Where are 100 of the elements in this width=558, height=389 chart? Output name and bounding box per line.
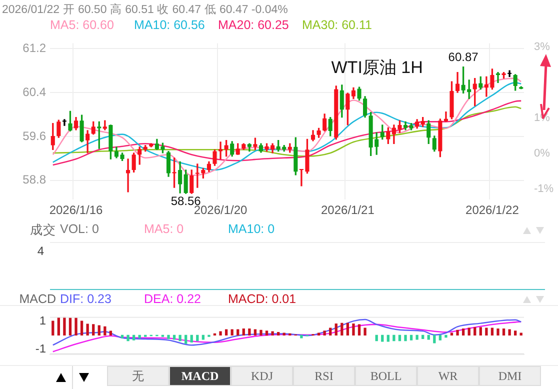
- bar: [364, 328, 366, 336]
- series-label: MACD: 0.01: [228, 292, 296, 306]
- bar: [132, 334, 136, 340]
- text: MA20: 60.25: [218, 18, 290, 32]
- legend-label: VOL: 0: [60, 222, 100, 238]
- bar: [410, 334, 413, 340]
- bar: [74, 318, 78, 336]
- bar: [271, 331, 274, 336]
- bar: [277, 332, 280, 336]
- bar: [352, 324, 355, 336]
- bar: [468, 328, 470, 336]
- bar: [375, 334, 378, 342]
- y-tick-label: 58.8: [22, 172, 46, 187]
- text: MACD: [169, 366, 231, 386]
- text: MA30: 60.11: [302, 18, 372, 32]
- legend-label: MA10: 0: [228, 222, 275, 238]
- bar: [80, 320, 84, 336]
- y2-tick-label: 3%: [534, 40, 550, 53]
- y-tick-label: 59.6: [22, 128, 46, 143]
- bar: [358, 324, 361, 336]
- text: MA5: 60.60: [50, 18, 115, 32]
- bar: [282, 332, 286, 336]
- bar: [317, 332, 320, 336]
- bar: [474, 327, 476, 336]
- text: MA10: 60.56: [134, 18, 206, 32]
- bar: [496, 328, 500, 336]
- bar: [254, 329, 257, 336]
- bar: [392, 334, 396, 342]
- bar: [109, 330, 112, 336]
- bar: [508, 329, 511, 336]
- bar: [178, 334, 182, 342]
- bar: [300, 334, 303, 338]
- x-tick-label: 2026/1/22: [466, 203, 520, 218]
- chart-subtitle: 2026/01/22 开 60.50 高 60.51 收 60.47 低 60.47 -0.04%: [2, 2, 288, 17]
- bar: [57, 317, 60, 336]
- text: DIF: 0.23: [60, 292, 112, 306]
- text: 无: [107, 366, 169, 386]
- bar: [92, 324, 95, 336]
- bar: [502, 328, 506, 336]
- y-tick-label: 61.2: [22, 41, 46, 55]
- bar: [329, 328, 332, 336]
- bar: [438, 334, 442, 340]
- bar: [230, 329, 234, 336]
- bar: [248, 328, 251, 336]
- bar: [433, 334, 436, 344]
- text: 4: [36, 244, 44, 258]
- text: 成交: [29, 222, 57, 239]
- bar: [340, 322, 344, 336]
- text: WR: [417, 366, 479, 386]
- bar: [334, 324, 338, 336]
- text: KDJ: [231, 366, 293, 386]
- bar: [398, 334, 402, 342]
- bar: [386, 334, 390, 342]
- text: WTI原油 1H: [331, 58, 423, 77]
- bar: [126, 334, 130, 342]
- bar: [479, 327, 482, 336]
- bar: [265, 330, 268, 336]
- bar: [219, 331, 222, 336]
- bar: [98, 325, 100, 336]
- text: RSI: [293, 366, 355, 386]
- text: BOLL: [355, 366, 417, 386]
- bar: [184, 334, 188, 344]
- bar: [346, 322, 350, 336]
- annotation: 60.87: [448, 50, 479, 64]
- bar: [404, 334, 407, 342]
- bar: [120, 334, 124, 338]
- bar: [242, 328, 245, 336]
- bar: [52, 320, 54, 336]
- bar: [167, 334, 170, 339]
- text: DEA: 0.22: [144, 292, 202, 306]
- bar: [190, 334, 193, 343]
- bar: [456, 330, 459, 336]
- x-tick-label: 2026/1/16: [49, 203, 104, 218]
- legend-label: MA5: 0: [144, 222, 185, 238]
- bar: [138, 334, 141, 338]
- bar: [462, 328, 465, 336]
- bar: [86, 324, 89, 336]
- bar: [416, 334, 418, 340]
- y-tick-label: -1: [35, 342, 46, 356]
- bar: [68, 318, 72, 336]
- y2-tick-label: 0%: [534, 147, 550, 160]
- bar: [63, 316, 66, 336]
- bar: [490, 328, 494, 336]
- line-series: [52, 321, 522, 352]
- bar: [260, 330, 262, 336]
- bar: [485, 328, 488, 336]
- line-series: [52, 318, 522, 346]
- chart-title: MACD: [18, 292, 57, 306]
- bar: [323, 330, 326, 336]
- bar: [450, 332, 454, 336]
- bar: [381, 334, 384, 342]
- bar: [196, 334, 199, 342]
- y-tick-label: 60.4: [22, 84, 46, 99]
- text: DMI: [479, 366, 541, 386]
- bar: [236, 329, 240, 336]
- y-tick-label: 1: [39, 313, 46, 328]
- bar: [514, 330, 517, 336]
- bar: [224, 329, 228, 336]
- y2-tick-label: -1%: [534, 182, 554, 195]
- x-tick-label: 2026/1/21: [321, 203, 375, 218]
